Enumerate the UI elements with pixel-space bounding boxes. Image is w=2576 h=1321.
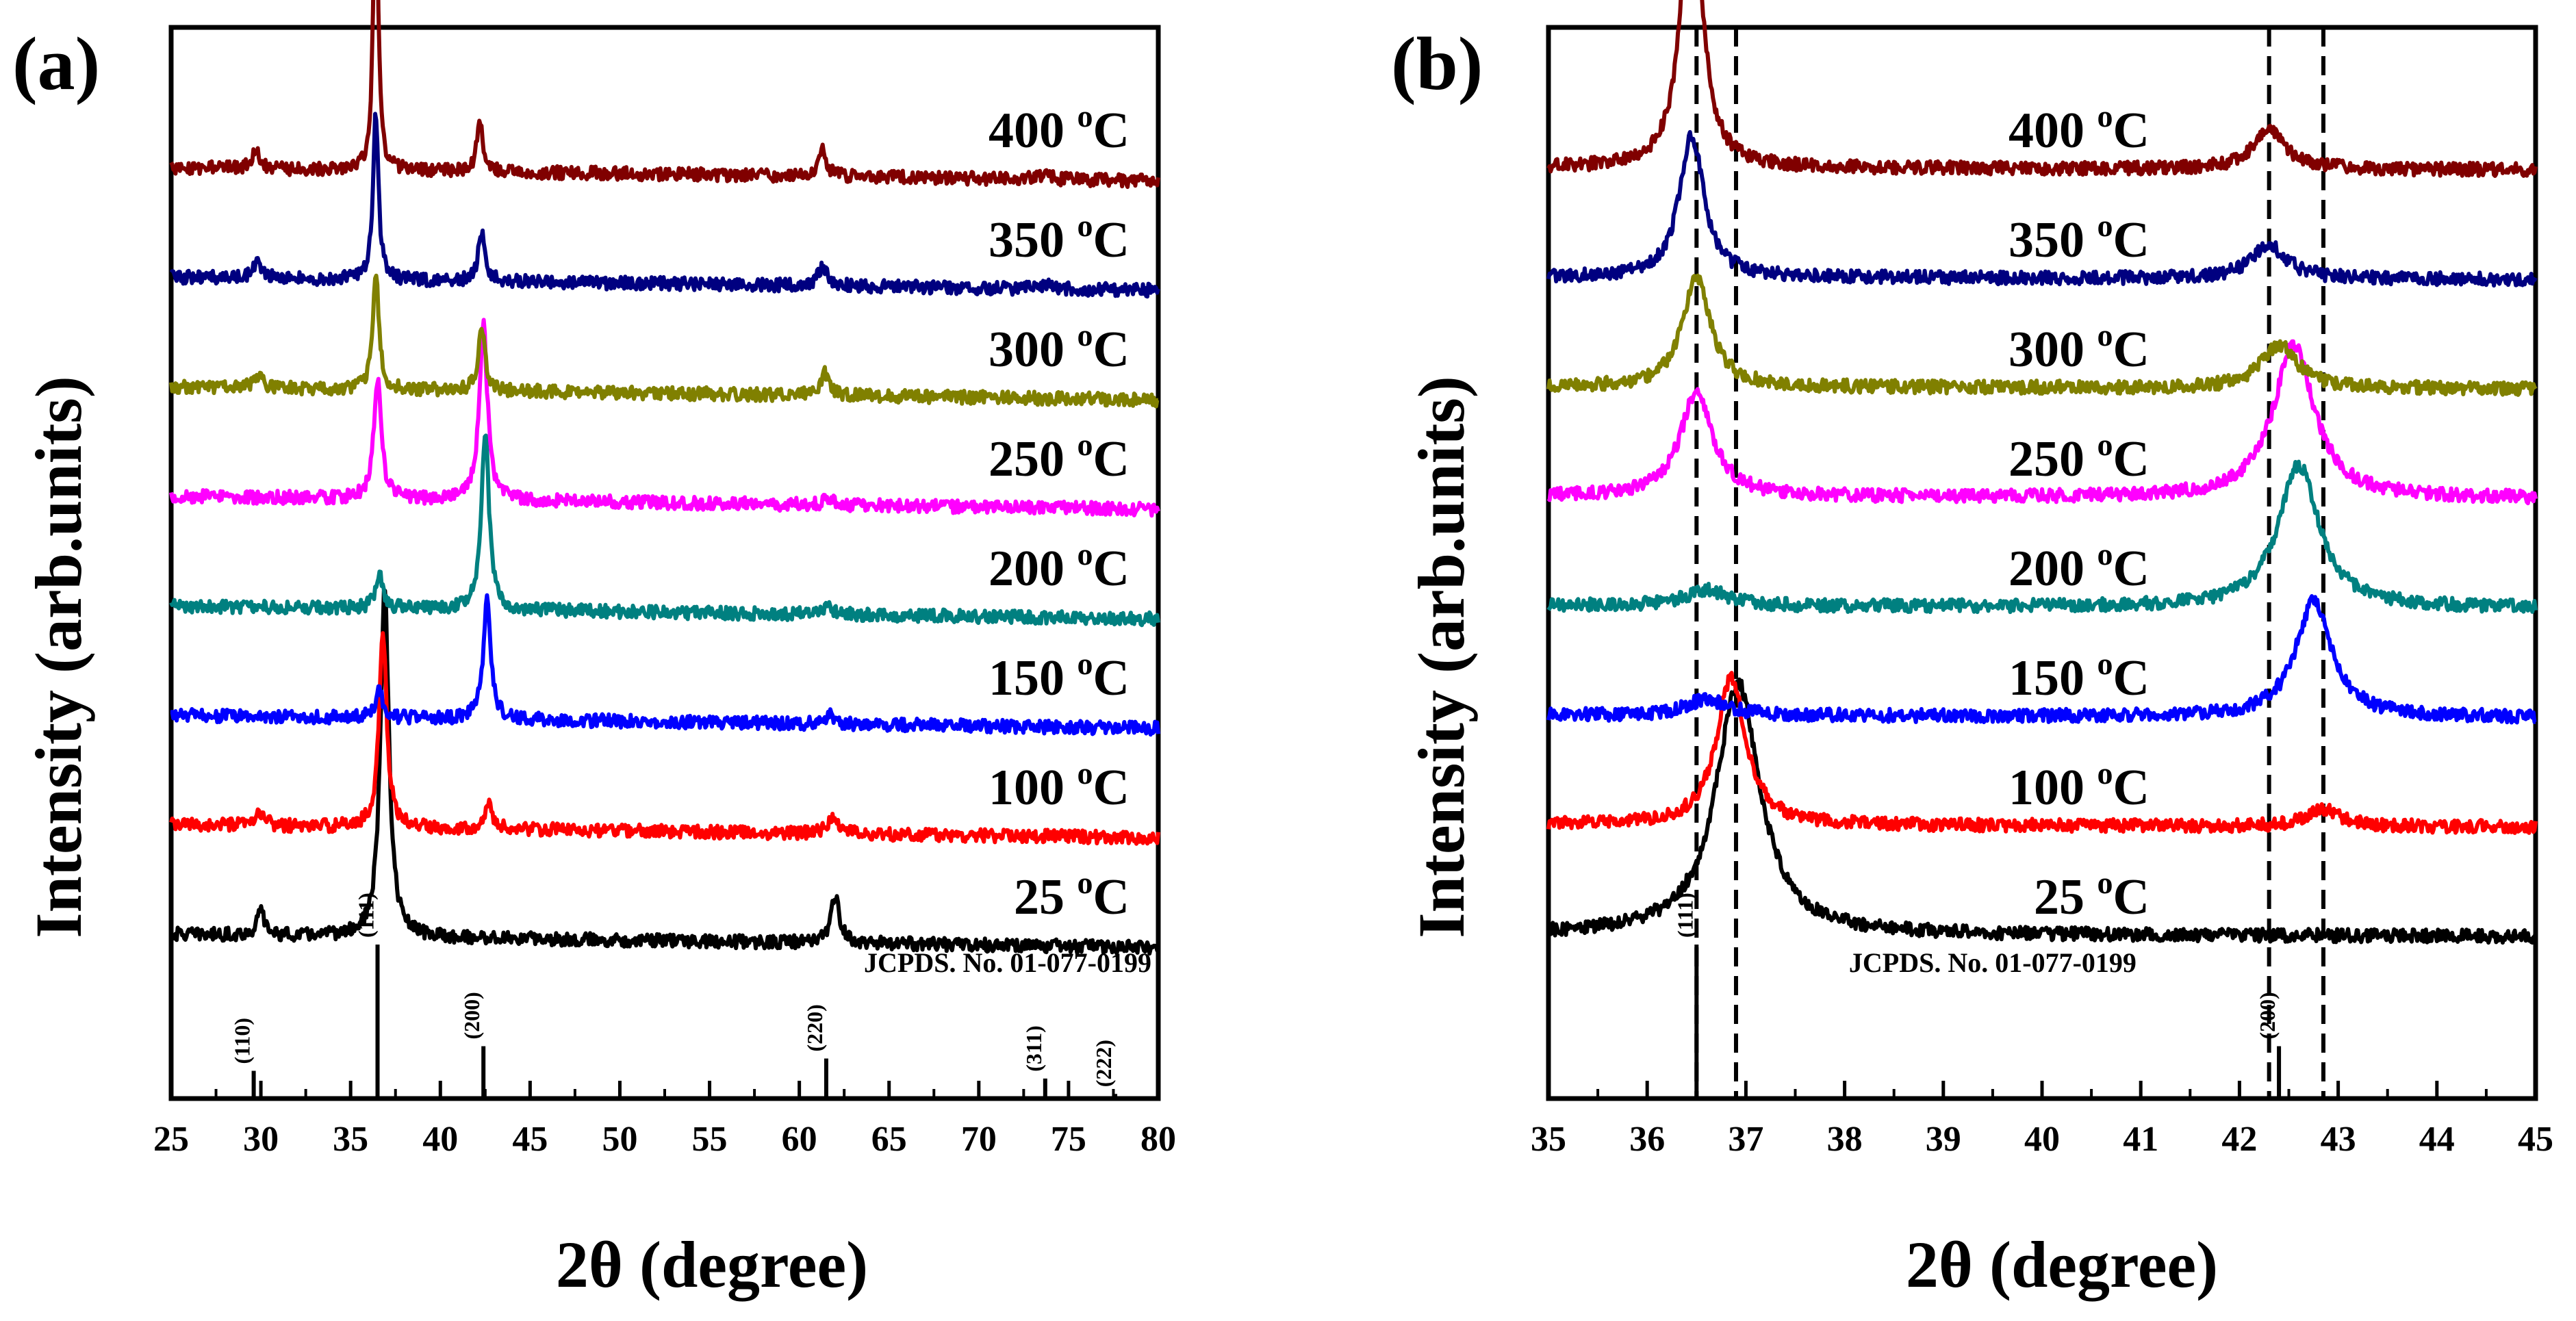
panel-a-x-tick-label: 65 (871, 1120, 907, 1159)
panel-b-series-150c (1546, 594, 2537, 725)
panel-b-label-400c: 400 oC (2008, 99, 2150, 159)
panel-a-hkl-label: (222) (1091, 1040, 1116, 1087)
panel-b-jcpds-label: JCPDS. No. 01-077-0199 (1849, 947, 2137, 978)
panel-a-x-tick-label: 25 (153, 1120, 189, 1159)
panel-a-label-300c: 300 oC (989, 318, 1130, 378)
panel-b-x-tick-label: 45 (2518, 1120, 2553, 1159)
panel-b-label: (b) (1391, 22, 1483, 105)
panel-b-label-25c: 25 oC (2034, 865, 2150, 925)
panel-a-x-tick-label: 80 (1140, 1120, 1176, 1159)
panel-b-x-tick-label: 37 (1728, 1120, 1763, 1159)
panel-b-series-300c (1546, 273, 2538, 397)
panel-a: (a) Intensity (arb.units) 2θ (degree) 25… (12, 0, 1176, 1301)
panel-b-label-200c: 200 oC (2008, 537, 2150, 597)
panel-a-x-tick-label: 50 (602, 1120, 637, 1159)
panel-a-series-100c (169, 631, 1160, 846)
panel-a-x-tick-label: 30 (243, 1120, 279, 1159)
panel-a-label-150c: 150 oC (989, 646, 1130, 706)
panel-b-x-tick-label: 43 (2321, 1120, 2356, 1159)
panel-b-series-100c (1546, 671, 2538, 835)
panel-a-plot-area: 25 30 35 40 45 50 55 60 65 70 75 80(110)(111)(200)(… (153, 0, 1176, 1159)
panel-b-label-300c: 300 oC (2008, 318, 2150, 378)
panel-a-series-150c (170, 593, 1160, 737)
panel-a-label-350c: 350 oC (989, 208, 1130, 268)
panel-a-hkl-label: (311) (1021, 1025, 1046, 1072)
panel-b-series-250c (1546, 339, 2538, 506)
panel-b-label-150c: 150 oC (2008, 646, 2150, 706)
panel-a-y-axis-title: Intensity (arb.units) (22, 376, 95, 938)
panel-b-x-tick-label: 36 (1629, 1120, 1665, 1159)
panel-a-series-250c (169, 318, 1160, 518)
panel-a-hkl-label: (110) (230, 1018, 255, 1064)
panel-a-label-250c: 250 oC (989, 427, 1130, 487)
panel-b-x-tick-label: 38 (1827, 1120, 1863, 1159)
panel-b-series-200c (1546, 459, 2538, 615)
panel-b-label-100c: 100 oC (2008, 756, 2150, 816)
panel-b-series-350c (1546, 130, 2538, 288)
panel-b-hkl-label: (200) (2255, 992, 2280, 1039)
panel-a-x-tick-label: 35 (333, 1120, 368, 1159)
panel-a-x-tick-label: 75 (1051, 1120, 1086, 1159)
panel-b-x-axis-title: 2θ (degree) (1906, 1228, 2218, 1301)
panel-a-series-350c (169, 112, 1160, 299)
panel-b-label-250c: 250 oC (2008, 427, 2150, 487)
panel-a-hkl-label: (200) (459, 992, 484, 1039)
panel-a-x-tick-label: 70 (961, 1120, 997, 1159)
panel-b-x-tick-label: 40 (2024, 1120, 2060, 1159)
panel-b-y-axis-title: Intensity (arb.units) (1405, 376, 1478, 938)
panel-a-x-tick-label: 55 (692, 1120, 728, 1159)
panel-b-x-tick-label: 39 (1926, 1120, 1961, 1159)
panel-b-plot-area: 35 36 37 38 39 40 41 42 43 44 45(111)(200)JCPDS. N… (1531, 0, 2553, 1159)
panel-a-series-300c (169, 273, 1160, 409)
panel-b-x-tick-label: 44 (2419, 1120, 2455, 1159)
panel-b-x-tick-label: 35 (1531, 1120, 1566, 1159)
panel-a-label-400c: 400 oC (989, 99, 1130, 159)
panel-b-label-350c: 350 oC (2008, 208, 2150, 268)
panel-a-series-200c (169, 433, 1160, 628)
panel-a-x-tick-label: 45 (512, 1120, 548, 1159)
panel-a-hkl-label: (220) (802, 1004, 827, 1051)
panel-a-x-tick-label: 40 (422, 1120, 458, 1159)
panel-b-x-tick-label: 42 (2221, 1120, 2257, 1159)
panel-a-label-200c: 200 oC (989, 537, 1130, 597)
panel-b-series-400c (1546, 0, 2538, 178)
panel-a-series-25c (169, 589, 1160, 956)
panel-a-label-25c: 25 oC (1014, 865, 1130, 925)
panel-a-series-400c (169, 0, 1160, 190)
panel-b-x-tick-label: 41 (2123, 1120, 2158, 1159)
panel-a-label: (a) (12, 22, 100, 105)
panel-b-series-25c (1546, 677, 2538, 945)
panel-a-x-tick-label: 60 (782, 1120, 817, 1159)
panel-b: (b) Intensity (arb.units) 2θ (degree) 35… (1391, 0, 2553, 1301)
panel-a-x-axis-title: 2θ (degree) (556, 1228, 868, 1301)
panel-a-label-100c: 100 oC (989, 756, 1130, 816)
